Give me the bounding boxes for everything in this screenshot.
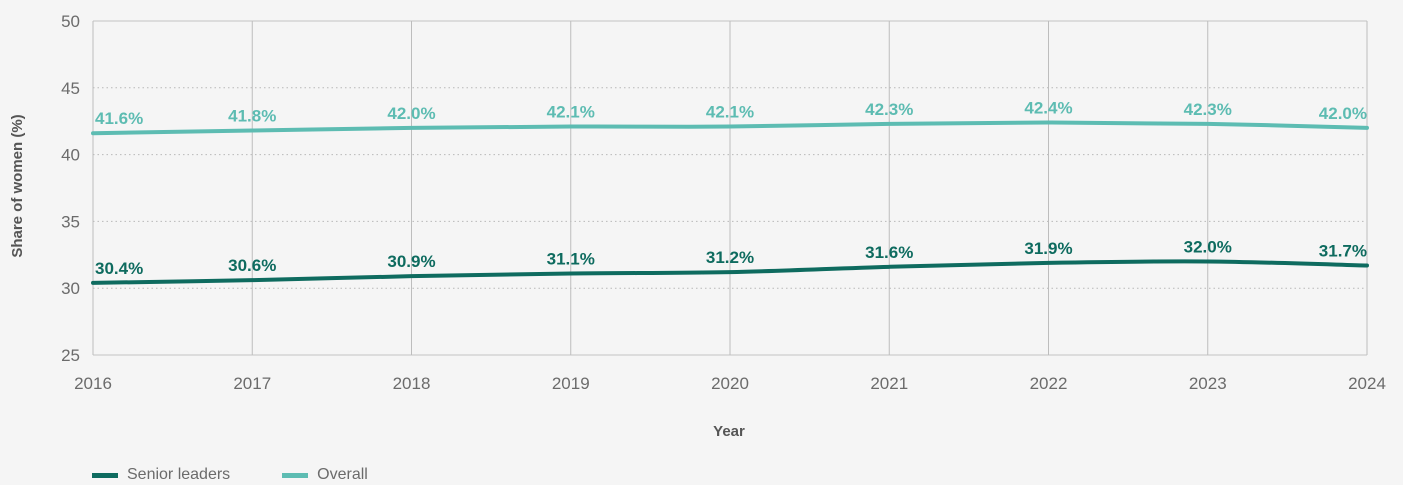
data-label: 31.9% xyxy=(1024,239,1072,258)
x-tick-label: 2019 xyxy=(552,374,590,393)
data-label: 42.3% xyxy=(865,100,913,119)
legend-label-senior-leaders: Senior leaders xyxy=(127,466,231,483)
data-label: 41.8% xyxy=(228,107,276,126)
data-label: 32.0% xyxy=(1184,237,1232,256)
x-tick-label: 2023 xyxy=(1189,374,1227,393)
x-tick-labels: 2016 2017 2018 2019 2020 2021 2022 2023 2024 xyxy=(74,374,1386,393)
data-label: 31.1% xyxy=(547,250,595,269)
data-label: 31.7% xyxy=(1319,241,1367,260)
data-label: 42.1% xyxy=(547,103,595,122)
x-tick-label: 2018 xyxy=(393,374,431,393)
data-label: 30.6% xyxy=(228,256,276,275)
data-label: 30.9% xyxy=(387,252,435,271)
data-label: 30.4% xyxy=(95,259,143,278)
data-labels: 30.4% 30.6% 30.9% 31.1% 31.2% 31.6% 31.9% 32.0%… xyxy=(95,99,1367,278)
series-line-overall xyxy=(91,120,1369,136)
data-label: 42.0% xyxy=(1319,104,1367,123)
data-label: 42.1% xyxy=(706,103,754,122)
legend-swatch-senior-leaders xyxy=(92,472,118,478)
data-label: 42.3% xyxy=(1184,100,1232,119)
y-tick-label: 35 xyxy=(61,212,80,231)
y-tick-label: 25 xyxy=(61,346,80,365)
x-tick-label: 2017 xyxy=(233,374,271,393)
data-label: 31.2% xyxy=(706,248,754,267)
x-tick-label: 2022 xyxy=(1030,374,1068,393)
series-lines xyxy=(91,120,1369,285)
legend: Senior leaders Overall xyxy=(92,466,420,484)
x-tick-label: 2024 xyxy=(1348,374,1386,393)
x-axis-title: Year xyxy=(713,423,745,440)
series-line-senior-leaders xyxy=(91,259,1369,285)
grid xyxy=(92,20,1368,356)
x-tick-label: 2016 xyxy=(74,374,112,393)
data-label: 42.4% xyxy=(1024,99,1072,118)
y-tick-label: 30 xyxy=(61,279,80,298)
data-label: 31.6% xyxy=(865,243,913,262)
y-tick-label: 50 xyxy=(61,12,80,31)
data-label: 42.0% xyxy=(387,104,435,123)
x-tick-label: 2020 xyxy=(711,374,749,393)
x-tick-label: 2021 xyxy=(870,374,908,393)
data-label: 41.6% xyxy=(95,109,143,128)
legend-item-senior-leaders: Senior leaders xyxy=(92,466,230,484)
legend-swatch-overall xyxy=(282,472,309,478)
y-axis-title: Share of women (%) xyxy=(9,114,26,257)
y-tick-label: 45 xyxy=(61,79,80,98)
legend-item-overall: Overall xyxy=(282,466,368,484)
y-tick-label: 40 xyxy=(61,146,80,165)
y-tick-labels: 25 30 35 40 45 50 xyxy=(61,12,80,365)
legend-label-overall: Overall xyxy=(317,466,368,483)
